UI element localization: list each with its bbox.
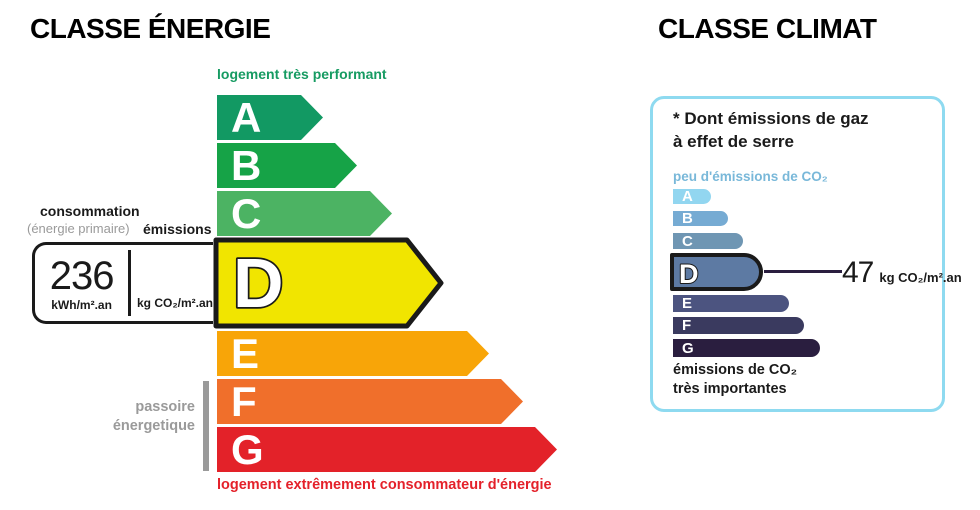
consumption-sublabel: (énergie primaire): [27, 221, 130, 236]
energy-class-f-label: F: [231, 378, 257, 425]
climate-class-b-label: B: [682, 210, 693, 227]
energy-class-c-label: C: [231, 190, 262, 237]
energy-class-a-arrow: A: [217, 95, 323, 140]
climate-class-f-bar: F: [673, 317, 804, 334]
energy-class-d-arrow-selected: D: [213, 237, 444, 329]
consumption-value: 236: [49, 253, 115, 298]
sieve-bracket-bar: [203, 381, 209, 471]
climate-class-c-bar: C: [673, 233, 743, 249]
climate-value-connector-line: [764, 270, 842, 273]
emissions-cell: kg CO₂/m².an: [131, 245, 213, 321]
energy-class-e-arrow: E: [217, 331, 489, 376]
value-box-divider: [128, 250, 131, 316]
energy-class-d-label: D: [233, 244, 284, 322]
consumption-value-box: 236 kWh/m².an kg CO₂/m².an: [32, 242, 213, 324]
climate-note-line2: à effet de serre: [673, 132, 794, 151]
sieve-line2: énergetique: [112, 418, 195, 434]
energy-class-g-label: G: [231, 426, 264, 473]
climate-class-c-label: C: [682, 232, 693, 250]
energy-class-b-arrow: B: [217, 143, 357, 188]
climate-title: CLASSE CLIMAT: [658, 13, 877, 44]
energy-class-a-label: A: [231, 94, 262, 141]
energy-bottom-caption: logement extrêmement consommateur d'éner…: [217, 477, 552, 493]
energy-class-e-label: E: [231, 330, 260, 377]
climate-class-a-bar: A: [673, 189, 711, 204]
climate-note-line1: * Dont émissions de gaz: [673, 109, 869, 128]
climate-class-d-label: D: [679, 259, 699, 289]
climate-note: * Dont émissions de gaz à effet de serre: [673, 107, 869, 153]
consumption-cell: 236 kWh/m².an: [35, 245, 128, 321]
climate-class-e-bar: E: [673, 295, 789, 312]
climate-value-readout: 47 kg CO₂/m².an: [842, 256, 962, 290]
climate-class-a-label: A: [682, 188, 693, 205]
consumption-unit: kWh/m².an: [51, 297, 112, 312]
energy-class-d-shape: [213, 237, 444, 329]
climate-class-d-bar-selected: D: [670, 253, 763, 291]
energy-sieve-label: passoire énergetique: [60, 398, 195, 436]
climate-high-caption: émissions de CO₂ très importantes: [673, 361, 797, 399]
climate-class-g-bar: G: [673, 339, 820, 357]
climate-class-e-label: E: [682, 295, 693, 312]
climate-class-f-label: F: [682, 317, 692, 334]
climate-low-caption: peu d'émissions de CO₂: [673, 169, 828, 184]
climate-class-b-bar: B: [673, 211, 728, 226]
energy-class-c-arrow: C: [217, 191, 392, 236]
energy-class-b-label: B: [231, 142, 262, 189]
emissions-unit: kg CO₂/m².an: [136, 296, 213, 310]
energy-class-f-arrow: F: [217, 379, 523, 424]
energy-top-caption: logement très performant: [217, 66, 387, 82]
climate-class-g-label: G: [682, 339, 694, 357]
energy-class-g-arrow: G: [217, 427, 557, 472]
climate-value: 47: [842, 256, 874, 289]
consumption-label: consommation: [40, 203, 140, 219]
climate-class-d-shape: [670, 253, 763, 291]
climate-high-line2: très importantes: [673, 381, 787, 397]
climate-value-unit: kg CO₂/m².an: [879, 270, 962, 285]
energy-title: CLASSE ÉNERGIE: [30, 13, 271, 44]
climate-high-line1: émissions de CO₂: [673, 362, 798, 378]
sieve-line1: passoire: [135, 399, 195, 415]
emissions-label: émissions: [143, 221, 212, 237]
